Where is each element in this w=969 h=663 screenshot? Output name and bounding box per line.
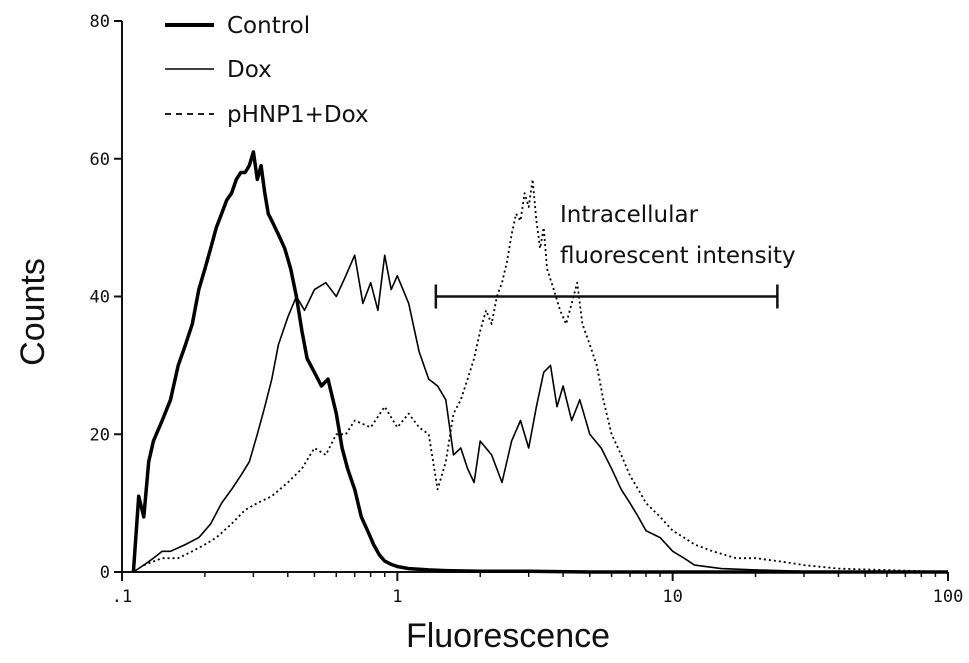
y-axis-title: Counts bbox=[14, 258, 52, 366]
y-tick-label-0: 0 bbox=[100, 563, 110, 583]
y-tick-label-4: 80 bbox=[90, 12, 110, 32]
annotation: Intracellular fluorescent intensity bbox=[434, 202, 796, 309]
annotation-line-1: Intracellular bbox=[560, 202, 699, 228]
y-axis-ticks: 0 20 40 60 80 bbox=[90, 12, 122, 583]
x-tick-label-3: 100 bbox=[933, 587, 964, 607]
series-control-line bbox=[131, 150, 948, 574]
x-tick-label-1: 1 bbox=[392, 587, 402, 607]
series-dox-line bbox=[132, 254, 948, 573]
series-layer bbox=[131, 150, 949, 574]
x-axis-ticks: .1 1 10 100 bbox=[112, 572, 964, 607]
plot-area: .1 1 10 100 0 20 40 60 80 Intracellular fluores… bbox=[90, 12, 964, 607]
y-tick-label-3: 60 bbox=[90, 150, 110, 170]
y-tick-label-1: 20 bbox=[90, 425, 110, 445]
x-tick-label-2: 10 bbox=[662, 587, 682, 607]
x-axis-title: Fluorescence bbox=[406, 617, 610, 655]
legend-label-control: Control bbox=[227, 13, 310, 39]
x-tick-label-0: .1 bbox=[112, 587, 132, 607]
legend-label-phnp1-dox: pHNP1+Dox bbox=[227, 102, 369, 128]
annotation-line-2: fluorescent intensity bbox=[560, 243, 796, 269]
series-phnp1-dox-line bbox=[143, 178, 949, 573]
y-tick-label-2: 40 bbox=[90, 288, 110, 308]
legend: Control Dox pHNP1+Dox bbox=[165, 13, 369, 128]
legend-label-dox: Dox bbox=[227, 57, 272, 83]
